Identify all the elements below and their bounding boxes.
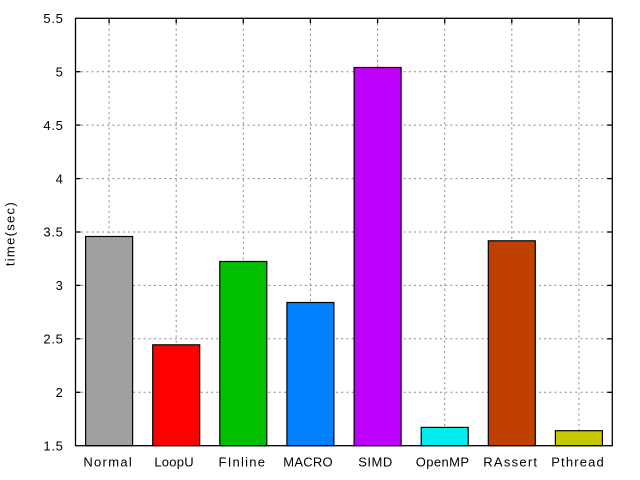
svg-text:MACRO: MACRO bbox=[283, 455, 333, 470]
svg-text:2.5: 2.5 bbox=[43, 332, 63, 347]
svg-text:SIMD: SIMD bbox=[358, 455, 393, 470]
svg-text:Pthread: Pthread bbox=[551, 455, 605, 470]
svg-text:5: 5 bbox=[56, 64, 64, 79]
svg-text:time(sec): time(sec) bbox=[3, 201, 18, 266]
svg-text:3.5: 3.5 bbox=[43, 225, 63, 240]
svg-text:4: 4 bbox=[56, 171, 64, 186]
svg-text:RAssert: RAssert bbox=[483, 455, 538, 470]
svg-text:Normal: Normal bbox=[83, 455, 133, 470]
svg-text:2: 2 bbox=[56, 385, 64, 400]
svg-text:OpenMP: OpenMP bbox=[416, 455, 470, 470]
svg-text:4.5: 4.5 bbox=[43, 118, 63, 133]
svg-text:1.5: 1.5 bbox=[43, 438, 63, 453]
svg-text:5.5: 5.5 bbox=[43, 11, 63, 26]
svg-text:LoopU: LoopU bbox=[154, 455, 194, 470]
svg-text:3: 3 bbox=[56, 278, 64, 293]
svg-text:FInline: FInline bbox=[219, 455, 267, 470]
